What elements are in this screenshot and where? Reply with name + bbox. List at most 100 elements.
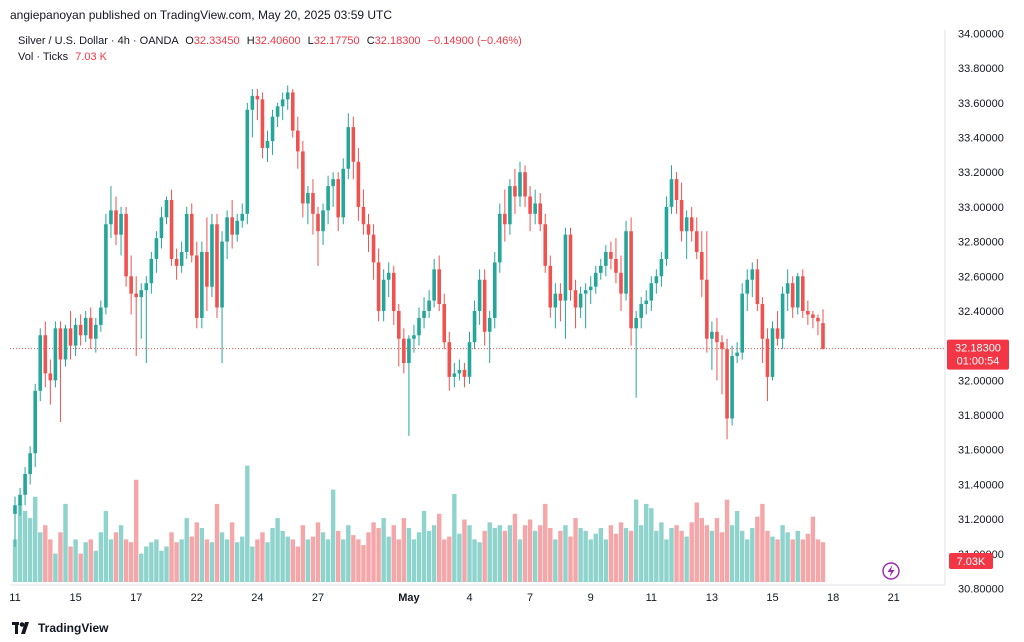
candle-body bbox=[730, 356, 734, 419]
candle-body bbox=[306, 193, 310, 204]
volume-bar bbox=[366, 532, 371, 582]
volume-bar bbox=[361, 545, 366, 582]
price-tick-label: 32.80000 bbox=[958, 237, 1004, 249]
volume-bar bbox=[149, 542, 154, 582]
volume-bar bbox=[305, 539, 311, 582]
volume-bar bbox=[68, 546, 73, 582]
candle-body bbox=[174, 258, 179, 266]
price-tick-label: 33.20000 bbox=[958, 167, 1004, 179]
candle-body bbox=[674, 179, 679, 200]
volume-bar bbox=[103, 511, 109, 582]
time-tick-label: 13 bbox=[706, 592, 718, 604]
candle-body bbox=[563, 234, 568, 301]
volume-bar bbox=[442, 539, 447, 582]
lightning-icon[interactable] bbox=[882, 562, 900, 580]
candle-body bbox=[472, 310, 477, 343]
candle-body bbox=[149, 258, 154, 284]
chart-legend: Silver / U.S. Dollar · 4h · OANDA O32.33… bbox=[18, 33, 522, 65]
volume-bar bbox=[275, 518, 280, 582]
candle-body bbox=[290, 92, 295, 131]
symbol-label[interactable]: Silver / U.S. Dollar · 4h · OANDA bbox=[18, 35, 179, 47]
volume-bar bbox=[144, 546, 149, 582]
volume-bar bbox=[694, 502, 699, 582]
candle-body bbox=[422, 310, 426, 318]
candle-body bbox=[492, 262, 497, 318]
volume-bar bbox=[724, 499, 730, 582]
volume-bar bbox=[522, 525, 528, 582]
volume-bar bbox=[78, 553, 83, 582]
candle-body bbox=[735, 352, 739, 357]
volume-bar bbox=[719, 532, 725, 582]
volume-bar bbox=[169, 532, 174, 582]
volume-bar bbox=[265, 542, 270, 582]
candle-body bbox=[139, 290, 144, 298]
candle-body bbox=[83, 317, 88, 336]
candle-body bbox=[331, 179, 335, 187]
volume-bar bbox=[538, 525, 543, 582]
candle-body bbox=[195, 255, 199, 318]
volume-bar bbox=[204, 539, 210, 582]
volume-bar bbox=[391, 525, 396, 582]
volume-bar bbox=[502, 530, 508, 582]
candle-body bbox=[740, 293, 744, 353]
volume-label[interactable]: Vol · Ticks bbox=[18, 51, 69, 63]
candle-body bbox=[205, 252, 209, 287]
candle-body bbox=[558, 293, 563, 301]
candle-body bbox=[508, 186, 512, 225]
candle-body bbox=[760, 304, 765, 339]
volume-bar bbox=[406, 528, 412, 582]
candle-body bbox=[78, 324, 83, 336]
time-tick-label: 11 bbox=[646, 592, 657, 604]
volume-bar bbox=[108, 539, 114, 582]
volume-bar bbox=[184, 518, 189, 582]
candle-body bbox=[639, 304, 643, 318]
time-tick-label: 4 bbox=[466, 592, 472, 604]
candle-body bbox=[235, 220, 239, 235]
candle-body bbox=[806, 310, 810, 315]
time-tick-label: 17 bbox=[130, 592, 142, 604]
time-tick-label: 24 bbox=[251, 592, 263, 604]
candle-body bbox=[351, 127, 356, 162]
volume-bar bbox=[492, 528, 497, 582]
candle-body bbox=[356, 161, 361, 207]
candle-body bbox=[250, 95, 255, 110]
volume-bar bbox=[431, 525, 437, 582]
candle-body bbox=[725, 349, 729, 419]
price-tick-label: 31.20000 bbox=[958, 514, 1004, 526]
candle-body bbox=[200, 252, 204, 318]
volume-bar bbox=[396, 539, 401, 582]
candle-body bbox=[296, 130, 300, 152]
candle-body bbox=[442, 304, 447, 343]
volume-bar bbox=[578, 528, 583, 582]
candle-body bbox=[240, 213, 245, 221]
volume-bar bbox=[467, 525, 472, 582]
volume-bar bbox=[416, 532, 422, 582]
volume-bar bbox=[330, 489, 336, 582]
volume-bar bbox=[447, 536, 452, 582]
volume-bar bbox=[674, 525, 679, 582]
volume-bar bbox=[280, 530, 285, 582]
price-tick-label: 31.80000 bbox=[958, 410, 1004, 422]
volume-bar bbox=[684, 536, 689, 582]
candle-body bbox=[715, 331, 719, 343]
candle-body bbox=[341, 168, 346, 218]
time-tick-label: 15 bbox=[69, 592, 81, 604]
footer-brand: TradingView bbox=[0, 614, 1024, 642]
volume-bar bbox=[734, 511, 740, 582]
candle-body bbox=[669, 179, 674, 207]
candle-body bbox=[689, 217, 694, 232]
time-tick-label: 9 bbox=[588, 592, 594, 604]
candle-body bbox=[114, 210, 118, 235]
volume-bar bbox=[810, 516, 816, 582]
volume-bar bbox=[472, 539, 477, 582]
candle-body bbox=[43, 335, 48, 374]
candle-body bbox=[154, 238, 159, 259]
candle-body bbox=[220, 241, 224, 308]
volume-bar bbox=[573, 518, 578, 582]
volume-bar bbox=[346, 525, 351, 582]
volume-bar bbox=[255, 539, 260, 582]
volume-bar bbox=[300, 525, 306, 582]
candle-body bbox=[750, 269, 755, 280]
open-label: O bbox=[185, 35, 194, 47]
